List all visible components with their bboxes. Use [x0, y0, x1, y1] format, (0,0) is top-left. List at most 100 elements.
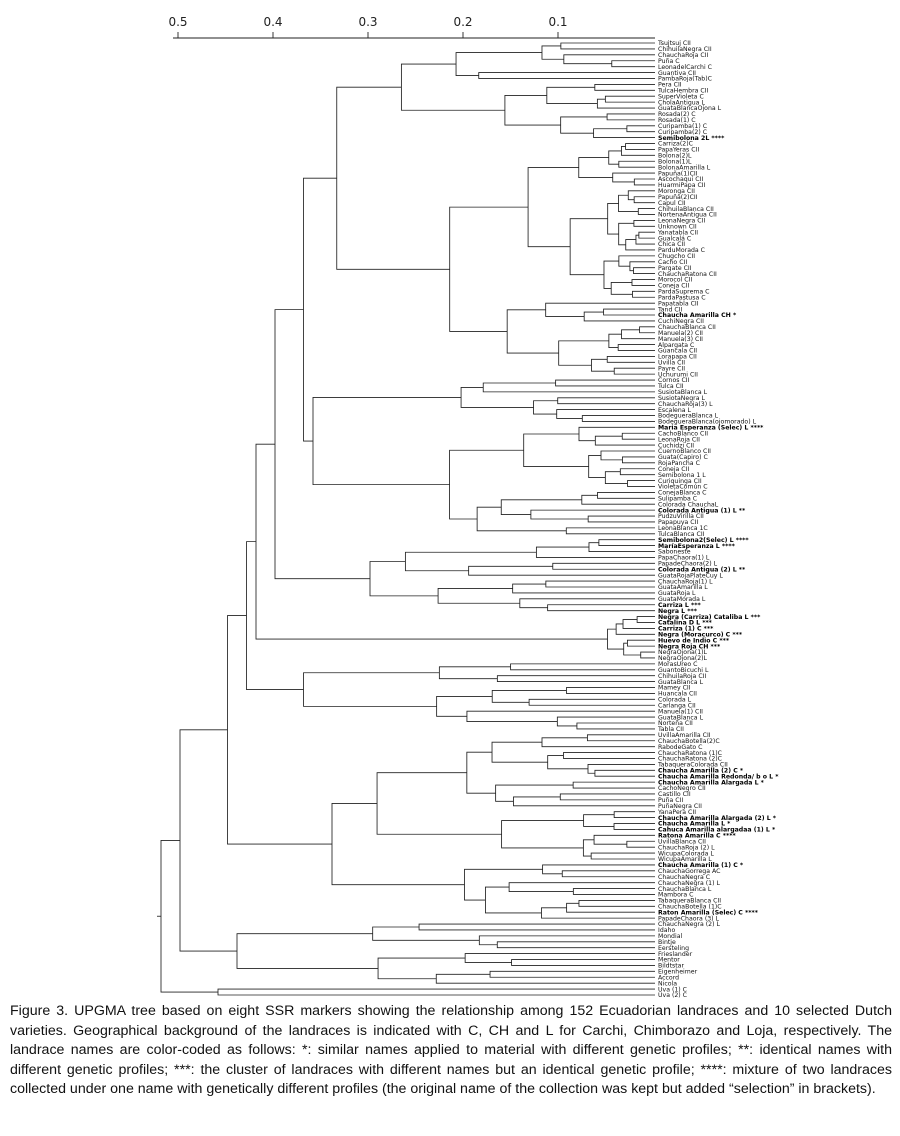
tree-branch — [578, 426, 655, 442]
tree-branch — [557, 397, 655, 405]
leaf-label: Rosada(1) C — [658, 117, 696, 124]
leaf-label: ChauchaBlanca L — [658, 886, 712, 893]
tree-branch — [591, 358, 615, 372]
tree-branch — [625, 239, 655, 251]
leaf-label: PapadeChaora (3) L — [658, 915, 720, 922]
leaf-label: Negra L *** — [658, 608, 698, 615]
leaf-label: Guata(Capiro) C — [658, 454, 708, 461]
tree-branch — [625, 143, 655, 150]
leaf-label: Curiquinga CII — [658, 478, 702, 485]
leaf-label: Tsujtsuj CII — [657, 40, 691, 47]
leaf-label: ChihuilaRoja CII — [658, 673, 706, 680]
tree-branch — [563, 54, 655, 65]
leaf-label: Papuña(2)CII — [658, 194, 698, 201]
tree-branch — [504, 95, 561, 126]
tree-branch — [556, 409, 655, 419]
leaf-label: Cornos CII — [658, 377, 690, 384]
leaf-label: ChauchaNegra C — [658, 874, 710, 881]
leaf-label: Curipamba(2) C — [658, 129, 707, 136]
leaf-label: Colorada Antigua (2) L ** — [658, 566, 746, 573]
leaf-label: PardaSuprema C — [658, 289, 710, 296]
leaf-label: Saboneste — [658, 549, 691, 556]
leaf-label: GuataAmarilla L — [658, 584, 708, 591]
tree-branch — [519, 598, 655, 609]
leaf-label: Chugcho CII — [658, 253, 695, 260]
tree-branch — [621, 146, 655, 156]
tree-branch — [594, 435, 655, 446]
leaf-label: CuchiNegra CII — [658, 318, 704, 325]
tree-branch — [626, 125, 655, 133]
leaf-label: Nicola — [658, 980, 677, 987]
tree-branch — [438, 666, 511, 680]
tree-branch — [619, 468, 655, 476]
leaf-label: Mamey CII — [658, 685, 691, 692]
leaf-label: Maria Esperanza (Selec) L **** — [658, 425, 764, 432]
leaf-label: Bolona(1)L — [658, 158, 692, 165]
tree-branch — [336, 86, 450, 270]
leaf-label: Sulipamba C — [658, 496, 697, 503]
leaf-label: Raton Amarilla (Selec) C **** — [658, 909, 759, 916]
tree-branch — [615, 623, 655, 635]
leaf-label: Puña CII — [658, 797, 683, 804]
tree-branch — [622, 619, 655, 629]
leaf-label: PapaYeras CII — [658, 147, 699, 154]
leaf-label: ConejaBlanca C — [658, 490, 707, 497]
tree-branch — [566, 902, 655, 913]
leaf-label: GuataBlanca L — [658, 714, 704, 721]
leaf-label: Uva (1) C — [658, 986, 687, 993]
leaf-label: Alpargata C — [658, 342, 694, 349]
tree-branch — [508, 882, 655, 892]
tree-branch — [587, 515, 655, 523]
leaf-label: Colorada ChauchaL — [658, 501, 719, 508]
tree-branch — [582, 839, 595, 857]
leaf-label: Manuela(1) CII — [658, 708, 703, 715]
tree-branch — [506, 309, 559, 354]
leaf-label: NegraOjona(2)L — [658, 655, 708, 662]
leaf-label: Tand CII — [657, 306, 683, 313]
leaf-label: Huancala CII — [658, 691, 697, 698]
tree-branch — [617, 344, 655, 351]
tree-branch — [607, 202, 619, 235]
clade-join-branch — [179, 729, 237, 952]
tree-branch — [603, 308, 655, 316]
leaf-label: GuataBlanca L — [658, 679, 704, 686]
leaf-label: Accord — [658, 974, 679, 981]
tree-branch — [612, 172, 655, 183]
leaf-label: ChauchaRatona (2)C — [658, 756, 722, 763]
leaf-label: LeonaNegra CII — [658, 218, 705, 225]
tree-branch — [633, 219, 655, 227]
dendrogram-figure: 0.5 0.4 0.3 0.2 0.1 Tsujtsuj CII ChihuilaNegr… — [157, 15, 779, 999]
leaf-label: Bolona(2)L — [658, 153, 692, 160]
scale-tick-label: 0.1 — [548, 15, 567, 29]
tree-branch — [555, 379, 655, 387]
leaf-label: Semibolona2(Selec) L **** — [658, 537, 749, 544]
leaf-label: Coneja CII — [658, 283, 689, 290]
tree-branch — [376, 772, 502, 835]
leaf-label: NegraOjona(1)L — [658, 649, 708, 656]
tree-branch — [618, 222, 634, 246]
leaf-label: ChauchaRatona CII — [658, 271, 717, 278]
leaf-label: Manuela(3) CII — [658, 336, 703, 343]
leaf-label: Eigenheimer — [658, 969, 698, 976]
leaf-label: PudzuVirilla CII — [658, 513, 704, 520]
tree-branch — [626, 840, 655, 848]
leaf-label: Guancala CII — [658, 348, 697, 355]
leaf-label: ChauchaRoja (2) L — [658, 844, 715, 851]
tree-branch — [618, 255, 655, 267]
tree-branch — [558, 340, 609, 366]
clade-join-branch — [255, 443, 608, 640]
leaf-label: WicupaAmarilla L — [658, 856, 712, 863]
leaf-label: CachoNegro CII — [658, 785, 706, 792]
tree-branch — [566, 687, 655, 694]
leaf-label: ChauchaBotella(2)C — [658, 738, 720, 745]
leaf-label: Rosada(2) C — [658, 111, 696, 118]
leaf-label: RojaPancha C — [658, 460, 700, 467]
tree-branch — [377, 957, 466, 980]
leaf-label: WicupaColorada L — [658, 850, 714, 857]
leaf-label: CholaAntigua L — [658, 99, 705, 106]
leaf-label: TulcaBlanca CII — [657, 531, 705, 538]
tree-branch — [583, 311, 655, 322]
leaf-label: Colorada L — [658, 697, 692, 704]
leaf-label: Payre CII — [658, 365, 685, 372]
clade-join-branch — [227, 615, 332, 845]
